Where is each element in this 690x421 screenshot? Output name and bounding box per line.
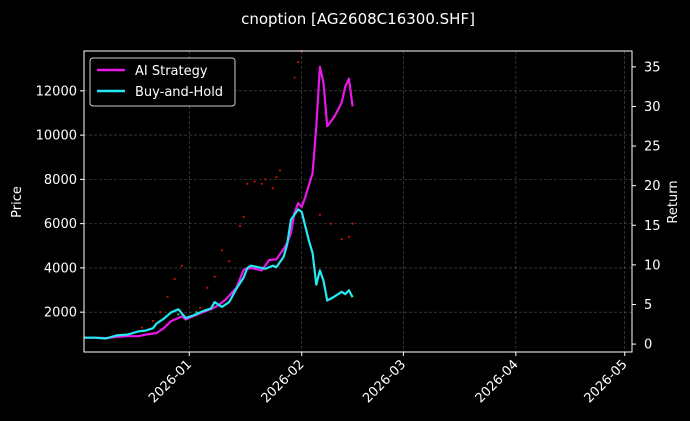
scatter-point [260, 182, 263, 185]
y2-tick-label: 25 [644, 140, 661, 155]
y2-tick-label: 15 [644, 219, 661, 234]
scatter-point [340, 238, 343, 241]
y2-tick-label: 0 [644, 338, 652, 353]
scatter-point [220, 249, 224, 252]
y-tick-label: 10000 [36, 129, 77, 144]
scatter-point [297, 60, 300, 64]
scatter-point [293, 76, 296, 79]
y2-tick-label: 5 [644, 298, 652, 313]
scatter-point [213, 275, 216, 278]
y2-tick-label: 10 [644, 258, 661, 273]
scatter-point [228, 260, 231, 263]
y-axis-left: 2000 4000 6000 8000 10000 12000 [36, 84, 84, 321]
y-tick-label: 8000 [44, 173, 77, 188]
legend-label-ai-strategy: AI Strategy [135, 64, 208, 79]
series-lines [84, 65, 354, 340]
legend-label-buy-and-hold: Buy-and-Hold [135, 85, 223, 100]
series-line-buy-and-hold [84, 208, 354, 340]
y-axis-right: 0 5 10 15 20 25 30 35 [632, 60, 661, 353]
y-tick-label: 6000 [44, 217, 77, 232]
scatter-point [347, 235, 351, 239]
chart-title: cnoption [AG2608C16300.SHF] [241, 10, 475, 28]
scatter-point [246, 182, 249, 185]
scatter-point [264, 178, 267, 181]
y-tick-label: 12000 [36, 84, 77, 99]
scatter-point [238, 224, 242, 227]
scatter-point [166, 295, 169, 298]
scatter-point [199, 306, 202, 309]
scatter-point [206, 286, 209, 289]
y-tick-label: 4000 [44, 261, 77, 276]
scatter-point [253, 180, 256, 183]
series-line-ai-strategy [84, 65, 354, 340]
scatter-point [177, 313, 180, 316]
scatter-point [271, 187, 274, 190]
scatter-point [173, 277, 176, 281]
scatter-point [351, 222, 354, 225]
legend-box [89, 57, 236, 107]
y-tick-label: 2000 [44, 306, 77, 321]
scatter-point [329, 222, 332, 225]
y-axis-label: Price [10, 186, 25, 218]
scatter-point [275, 176, 278, 179]
y2-tick-label: 30 [644, 100, 661, 115]
y2-axis-label: Return [666, 180, 681, 223]
y2-tick-label: 35 [644, 60, 661, 75]
legend: AI Strategy Buy-and-Hold [89, 57, 236, 107]
scatter-point [159, 311, 162, 314]
y2-tick-label: 20 [644, 179, 661, 194]
plot-frame [83, 50, 633, 353]
scatter-point [151, 319, 155, 323]
scatter-point [140, 326, 144, 329]
scatter-point [318, 213, 321, 216]
scatter-point [180, 264, 184, 267]
scatter-point [242, 215, 245, 219]
scatter-point [278, 169, 282, 172]
